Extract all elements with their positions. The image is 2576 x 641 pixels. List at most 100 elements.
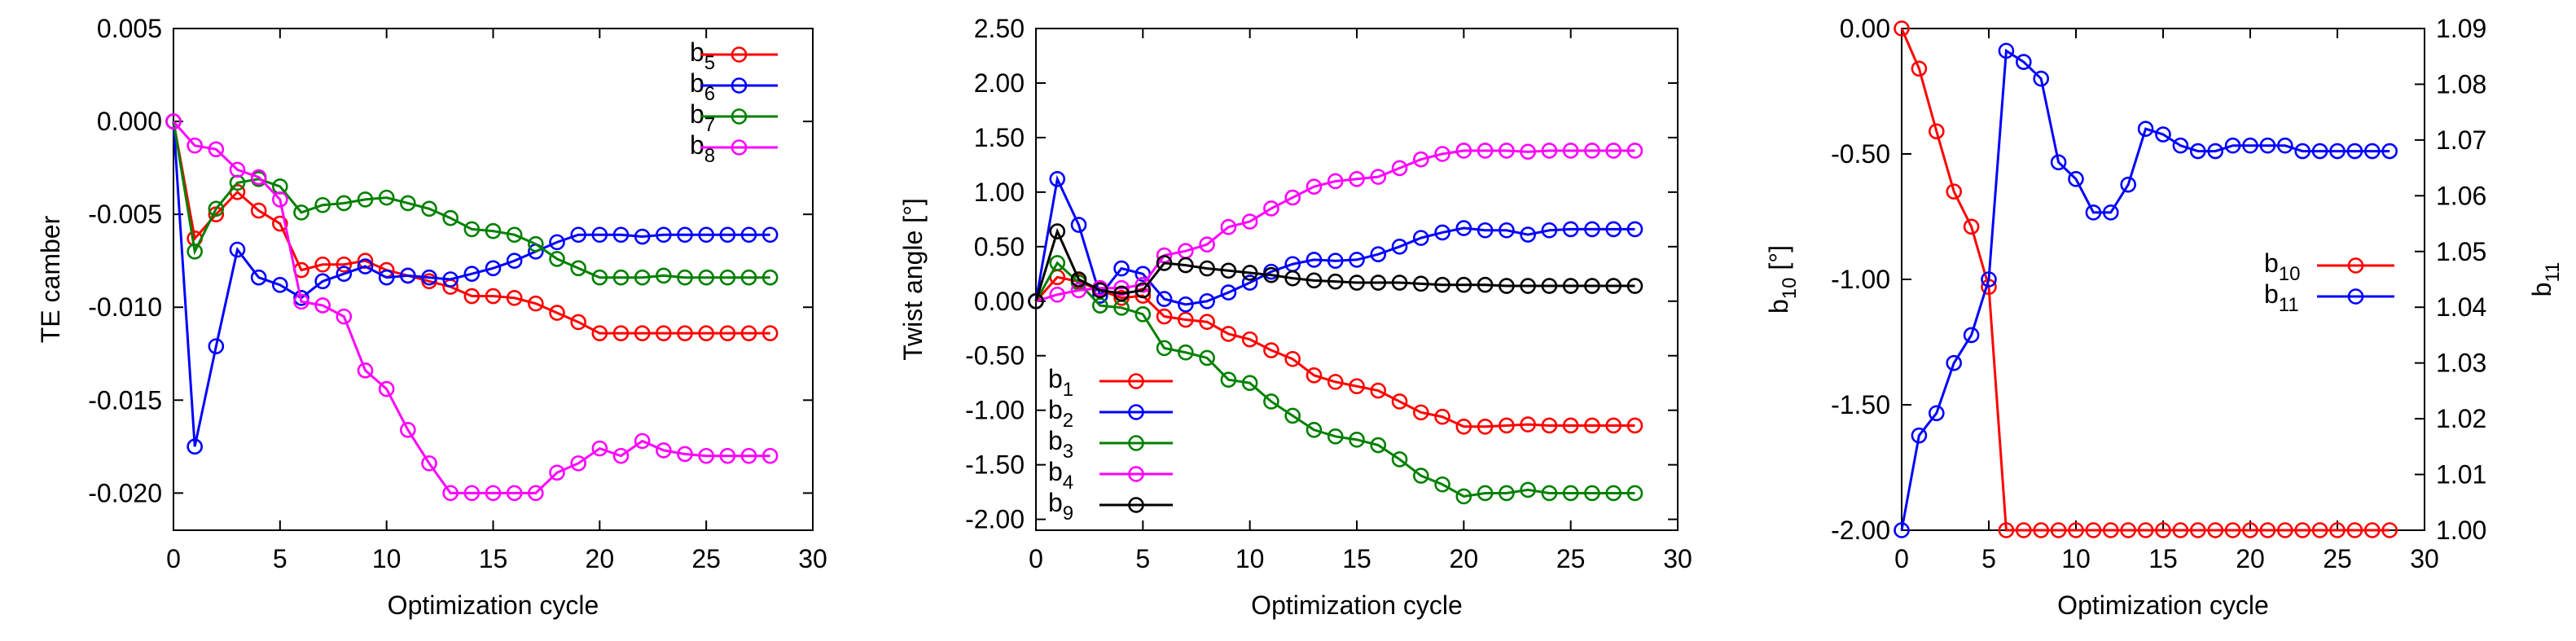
y-tick-label: 2.50	[974, 14, 1025, 43]
x-tick-label: 0	[1029, 544, 1043, 573]
data-point	[528, 485, 544, 502]
y-tick-label: 0.00	[1840, 14, 1890, 43]
data-point	[336, 256, 353, 273]
data-point	[506, 226, 523, 244]
data-point	[1455, 276, 1472, 293]
legend-entry-b2: b2	[1048, 395, 1173, 432]
legend-label: b7	[690, 99, 715, 136]
y-tick-label: -1.00	[965, 396, 1025, 425]
data-point	[1894, 522, 1910, 538]
data-point	[2242, 522, 2258, 538]
y-tick-label: -0.50	[1831, 139, 1890, 169]
data-point	[1092, 282, 1108, 299]
data-point	[1626, 221, 1643, 238]
series-line	[172, 121, 770, 494]
data-point	[1284, 270, 1301, 287]
data-point	[1413, 151, 1429, 168]
data-point	[719, 325, 736, 341]
data-point	[1306, 421, 1323, 438]
data-point	[1134, 306, 1152, 323]
data-point	[1541, 485, 1558, 502]
y2-tick-label: 1.03	[2436, 349, 2486, 378]
data-point	[463, 221, 481, 238]
data-point	[1220, 218, 1237, 235]
data-point	[698, 325, 714, 341]
data-point	[1263, 393, 1279, 410]
data-point	[612, 447, 630, 464]
y-tick-label: 0.00	[974, 287, 1025, 316]
data-point	[1562, 143, 1579, 159]
data-point	[485, 288, 502, 305]
data-point	[1413, 468, 1429, 484]
data-point	[378, 189, 395, 206]
series-b9	[1028, 223, 1643, 310]
data-point	[357, 191, 374, 208]
series-line	[1900, 28, 2390, 532]
data-point	[250, 269, 267, 286]
data-point	[314, 297, 331, 314]
data-point	[1220, 371, 1237, 389]
data-point	[1477, 143, 1494, 159]
data-point	[1520, 481, 1536, 498]
data-point	[314, 256, 331, 273]
data-point	[378, 269, 395, 286]
y2-tick-label: 1.07	[2436, 125, 2486, 155]
data-point	[591, 269, 608, 286]
legend-entry-b9: b9	[1048, 488, 1173, 525]
data-point	[677, 269, 693, 286]
data-point	[485, 485, 502, 502]
x-tick-label: 25	[691, 544, 721, 573]
data-point	[1370, 246, 1387, 263]
data-point	[1327, 173, 1344, 190]
legend-marker	[1128, 373, 1144, 389]
data-point	[1477, 276, 1494, 293]
data-point	[506, 252, 523, 269]
x-tick-label: 10	[372, 544, 402, 573]
data-point	[272, 277, 288, 293]
legend-marker	[731, 77, 748, 94]
data-point	[1626, 485, 1643, 502]
x-tick-label: 30	[798, 544, 827, 573]
legend-marker	[731, 46, 748, 63]
data-point	[2137, 522, 2154, 538]
y-tick-label: 0.50	[974, 232, 1025, 261]
series-line	[1900, 48, 2390, 531]
x-tick-label: 0	[1894, 544, 1909, 573]
data-point	[1349, 274, 1365, 291]
data-point	[761, 226, 779, 244]
data-point	[400, 421, 416, 438]
data-point	[698, 226, 714, 244]
y2-tick-label: 1.02	[2436, 404, 2486, 433]
data-point	[1306, 272, 1323, 289]
data-point	[400, 267, 416, 284]
data-point	[1584, 485, 1600, 502]
data-point	[1327, 374, 1344, 390]
data-point	[1263, 200, 1279, 217]
data-point	[1455, 488, 1472, 505]
data-point	[1499, 485, 1515, 502]
data-point	[229, 241, 246, 258]
legend-marker	[2347, 257, 2364, 274]
data-point	[1946, 354, 1962, 371]
y-axis-label: Twist angle [°]	[898, 198, 928, 361]
x-tick-label: 15	[1342, 544, 1371, 573]
data-point	[1199, 314, 1215, 331]
data-point	[314, 273, 331, 290]
data-point	[2033, 522, 2049, 538]
data-point	[570, 226, 586, 244]
data-point	[1241, 375, 1258, 392]
data-point	[1562, 278, 1579, 294]
data-point	[1306, 178, 1323, 195]
data-point	[187, 243, 203, 260]
data-point	[1605, 221, 1622, 238]
data-point	[1520, 416, 1536, 432]
data-point	[761, 325, 779, 341]
x-tick-label: 15	[2148, 544, 2178, 573]
data-point	[1370, 274, 1387, 291]
data-point	[1413, 230, 1429, 246]
y-tick-label: 0.005	[97, 14, 162, 43]
legend-entry-b10: b10	[2264, 248, 2394, 285]
data-point	[1220, 326, 1237, 342]
y-tick-label: -1.00	[1831, 265, 1890, 294]
data-point	[1626, 417, 1643, 434]
